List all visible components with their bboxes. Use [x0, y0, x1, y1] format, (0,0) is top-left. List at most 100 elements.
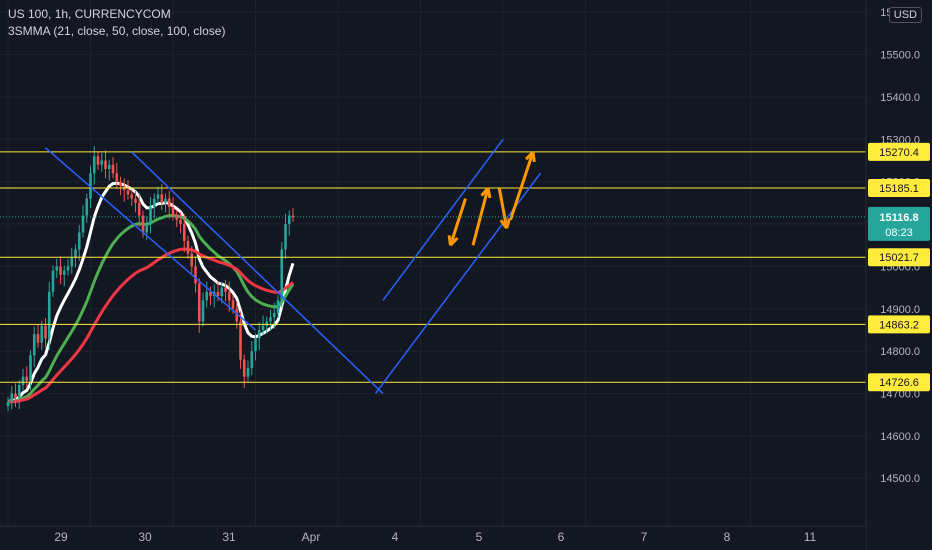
projection-arrow-down[interactable] — [497, 187, 509, 229]
candle-body — [250, 351, 254, 369]
up-channel-line[interactable] — [382, 138, 504, 301]
time-tick-label: 29 — [54, 530, 68, 544]
level-label-bg — [868, 373, 930, 392]
time-tick-label: 31 — [222, 530, 236, 544]
candle-body — [220, 287, 224, 297]
projection-arrow-down-head[interactable] — [499, 219, 508, 230]
candle-body — [21, 376, 25, 386]
level-label: 15185.1 — [879, 183, 919, 195]
level-label: 15021.7 — [879, 252, 919, 264]
candle-body — [47, 291, 51, 339]
candle-body — [126, 190, 130, 195]
candle-body — [130, 194, 134, 199]
candle-body — [141, 215, 145, 233]
currency-badge[interactable]: USD — [888, 7, 922, 23]
candle-body — [186, 240, 190, 254]
time-axis-bg — [0, 526, 866, 550]
time-tick-label: 6 — [558, 530, 565, 544]
candle-body — [261, 325, 265, 330]
candle-body — [74, 249, 77, 258]
current-price-badge[interactable] — [868, 206, 930, 241]
candle-body — [59, 266, 62, 275]
level-label-bg — [868, 178, 930, 197]
candle-body — [235, 308, 239, 322]
level-label: 15270.4 — [879, 147, 919, 159]
candle-body — [55, 266, 59, 271]
trend-drawings[interactable] — [45, 138, 542, 395]
candle-body — [287, 215, 291, 225]
price-axis-bg — [866, 0, 932, 550]
indicator-title[interactable]: 3SMMA (21, close, 50, close, 100, close) — [8, 24, 226, 38]
candle-body — [246, 368, 250, 377]
candle-body — [194, 266, 197, 284]
candle-body — [175, 215, 179, 220]
time-axis[interactable]: 29 30 31 Apr 4 5 6 7 8 11 — [0, 525, 866, 550]
candle-body — [276, 300, 280, 314]
time-tick-label: 8 — [724, 530, 731, 544]
candle-body — [160, 194, 164, 203]
time-tick-label: 7 — [641, 530, 648, 544]
candle-body — [227, 291, 231, 301]
candle-body — [134, 198, 137, 203]
projection-arrow-up-head[interactable] — [531, 151, 536, 163]
candle-body — [197, 283, 201, 322]
down-channel-line[interactable] — [131, 151, 384, 395]
candle-body — [104, 160, 107, 169]
candle-body — [152, 198, 156, 208]
price-tick-label: 15500.0 — [880, 50, 920, 62]
candle-body — [115, 173, 119, 182]
candle-body — [205, 291, 209, 301]
time-tick-label: 5 — [476, 530, 483, 544]
candle-body — [156, 194, 160, 199]
candle-body — [265, 321, 269, 326]
projection-arrow-down[interactable] — [449, 198, 467, 246]
candle-body — [66, 266, 70, 271]
projection-arrow-up[interactable] — [509, 151, 535, 221]
projection-arrow-up-head[interactable] — [486, 187, 492, 199]
down-channel-line[interactable] — [45, 147, 256, 331]
candle-body — [182, 224, 186, 241]
price-tick-label: 14800.0 — [880, 346, 920, 358]
candle-body — [119, 181, 122, 186]
level-label-bg — [868, 248, 930, 267]
level-label: 14863.2 — [879, 319, 919, 331]
projection-arrow-down-head[interactable] — [447, 235, 452, 246]
level-label-bg — [868, 315, 930, 334]
candle-body — [280, 249, 284, 301]
candle-body — [231, 300, 235, 309]
candle-body — [17, 385, 21, 398]
candle-body — [85, 198, 89, 216]
symbol-title[interactable]: US 100, 1h, CURRENCYCOM — [8, 7, 171, 21]
price-tick-label: 14500.0 — [880, 473, 920, 485]
chart-legend: US 100, 1h, CURRENCYCOM 3SMMA (21, close… — [8, 6, 225, 40]
candle-body — [32, 334, 36, 356]
candle-body — [29, 355, 32, 381]
level-label-bg — [868, 142, 930, 161]
candle-body — [14, 393, 17, 398]
candle-body — [40, 325, 44, 343]
candle-body — [164, 198, 167, 203]
horizontal-levels[interactable]: 15270.4 15185.1 15021.7 14863.2 14726.6 — [0, 142, 930, 392]
candle-body — [179, 219, 182, 225]
candle-body — [242, 359, 246, 377]
time-tick-label: 11 — [804, 530, 817, 544]
candle-body — [284, 224, 287, 250]
candle-body — [100, 160, 104, 165]
candle-body — [25, 376, 29, 381]
candle-body — [291, 215, 295, 217]
candle-body — [77, 232, 81, 250]
candle-body — [269, 317, 272, 322]
candle-body — [224, 287, 227, 292]
candle-body — [96, 156, 100, 165]
price-tick-label: 14600.0 — [880, 431, 920, 443]
candle-body — [272, 313, 276, 318]
candle-body — [171, 207, 175, 216]
candle-body — [254, 338, 257, 352]
time-tick-label: 30 — [138, 530, 152, 544]
candle-body — [216, 291, 220, 297]
price-tick-label: 14700.0 — [880, 389, 920, 401]
candle-body — [51, 270, 55, 292]
smma-line-100 — [7, 247, 294, 404]
